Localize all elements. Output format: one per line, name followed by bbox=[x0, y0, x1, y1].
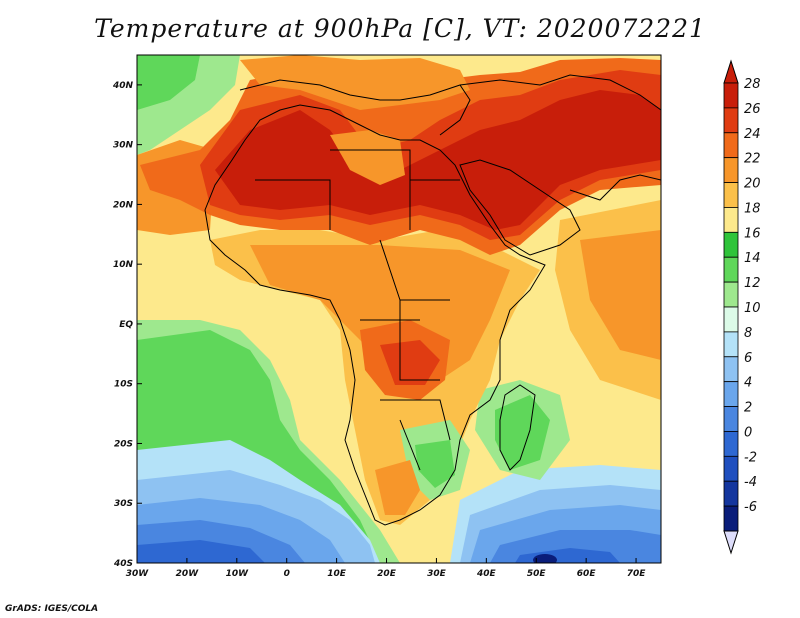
y-tick-label: 30N bbox=[113, 141, 134, 151]
colorbar-label: 14 bbox=[744, 251, 761, 266]
y-tick-label: 20N bbox=[113, 200, 134, 210]
colorbar-swatch bbox=[723, 480, 739, 507]
y-tick-label: 10N bbox=[113, 260, 134, 270]
colorbar-label: 20 bbox=[744, 177, 761, 192]
colorbar-swatch bbox=[723, 306, 739, 333]
colorbar-swatch bbox=[723, 231, 739, 258]
colorbar-label: 24 bbox=[744, 127, 761, 142]
x-tick-label: 0 bbox=[284, 569, 290, 579]
map-frame bbox=[136, 54, 662, 564]
colorbar-swatch bbox=[723, 107, 739, 134]
x-tick-label: 10W bbox=[226, 569, 250, 579]
x-tick-label: 30W bbox=[126, 569, 150, 579]
colorbar-label: 22 bbox=[744, 152, 761, 167]
colorbar-label: 18 bbox=[744, 201, 761, 216]
colorbar-label: 4 bbox=[744, 376, 752, 391]
colorbar-label: -6 bbox=[744, 500, 757, 515]
colorbar-label: 16 bbox=[744, 226, 761, 241]
colorbar-label: 12 bbox=[744, 276, 761, 291]
map-axes: 30W 20W 10W 0 10E 20E 30E 40E 50E 60E 70E 40N 30N 20N… bbox=[112, 81, 646, 579]
colorbar-swatch bbox=[723, 82, 739, 109]
x-tick-label: 50E bbox=[527, 569, 547, 579]
colorbar-bottom-arrow bbox=[723, 530, 739, 555]
y-tick-label: 40S bbox=[113, 559, 133, 569]
colorbar-swatch bbox=[723, 281, 739, 308]
coastlines bbox=[204, 74, 661, 526]
colorbar-swatch bbox=[723, 431, 739, 457]
temperature-field bbox=[137, 55, 661, 563]
colorbar-swatch bbox=[723, 455, 739, 482]
colorbar-swatch bbox=[723, 381, 739, 407]
colorbar-label: 28 bbox=[744, 77, 761, 92]
colorbar-swatch bbox=[723, 356, 739, 383]
colorbar-label: 0 bbox=[744, 425, 752, 440]
y-tick-label: 30S bbox=[114, 499, 133, 509]
y-tick-label: EQ bbox=[119, 320, 133, 330]
colorbar-swatch bbox=[723, 182, 739, 208]
credit-label: GrADS: IGES/COLA bbox=[5, 604, 99, 614]
colorbar-label: 2 bbox=[744, 401, 752, 416]
colorbar-label: 6 bbox=[744, 351, 752, 366]
map-title: Temperature at 900hPa [C], VT: 202007222… bbox=[94, 14, 706, 43]
colorbar-swatch bbox=[723, 505, 739, 532]
y-tick-label: 20S bbox=[114, 439, 133, 449]
colorbar-swatch bbox=[723, 157, 739, 183]
colorbar-label: -4 bbox=[744, 475, 757, 490]
colorbar-label: 8 bbox=[744, 326, 752, 341]
colorbar-label: 10 bbox=[744, 301, 761, 316]
colorbar-swatch bbox=[723, 207, 739, 233]
x-tick-label: 70E bbox=[627, 569, 647, 579]
x-tick-label: 20E bbox=[377, 569, 397, 579]
colorbar-label: 26 bbox=[744, 102, 761, 117]
colorbar-label: -2 bbox=[744, 450, 757, 465]
y-tick-label: 40N bbox=[112, 81, 134, 91]
colorbar-swatch bbox=[723, 406, 739, 432]
x-tick-label: 20W bbox=[176, 569, 200, 579]
x-tick-label: 60E bbox=[577, 569, 597, 579]
x-tick-label: 10E bbox=[327, 569, 347, 579]
x-tick-label: 30E bbox=[427, 569, 447, 579]
y-tick-label: 10S bbox=[114, 380, 133, 390]
colorbar-swatch bbox=[723, 132, 739, 159]
colorbar-top-arrow bbox=[723, 59, 739, 84]
x-tick-label: 40E bbox=[476, 569, 497, 579]
colorbar-swatch bbox=[723, 256, 739, 283]
colorbar-swatch bbox=[723, 331, 739, 358]
